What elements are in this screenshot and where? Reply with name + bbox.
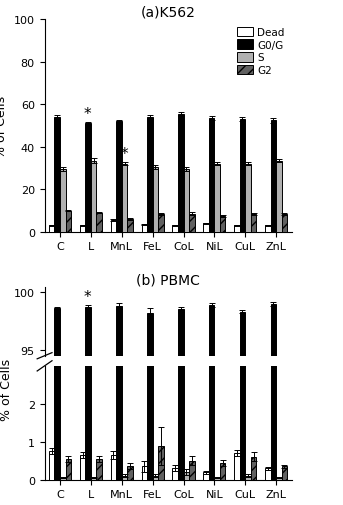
- Bar: [147, 313, 153, 505]
- Bar: [234, 453, 240, 480]
- Bar: [184, 472, 189, 480]
- Bar: [142, 225, 147, 232]
- Bar: [282, 214, 287, 232]
- Bar: [178, 115, 184, 232]
- Bar: [271, 305, 276, 505]
- Bar: [245, 476, 251, 480]
- Text: *: *: [83, 107, 91, 121]
- Bar: [271, 121, 276, 232]
- Bar: [127, 467, 133, 480]
- Bar: [214, 165, 220, 232]
- Bar: [55, 0, 60, 480]
- Bar: [153, 168, 158, 232]
- Bar: [80, 455, 85, 480]
- Bar: [189, 214, 194, 232]
- Bar: [158, 214, 164, 232]
- Bar: [147, 118, 153, 232]
- Bar: [209, 0, 214, 480]
- Bar: [271, 0, 276, 480]
- Bar: [116, 122, 122, 232]
- Bar: [127, 220, 133, 232]
- Bar: [234, 226, 240, 232]
- Bar: [111, 455, 116, 480]
- Bar: [282, 467, 287, 480]
- Bar: [147, 0, 153, 480]
- Bar: [276, 478, 282, 480]
- Bar: [80, 226, 85, 232]
- Bar: [240, 120, 245, 232]
- Bar: [85, 307, 91, 505]
- Bar: [96, 213, 102, 232]
- Bar: [220, 216, 225, 232]
- Bar: [178, 310, 184, 505]
- Bar: [142, 467, 147, 480]
- Bar: [173, 469, 178, 480]
- Bar: [111, 221, 116, 232]
- Bar: [240, 312, 245, 505]
- Bar: [251, 457, 256, 480]
- Bar: [153, 476, 158, 480]
- Bar: [49, 226, 55, 232]
- Bar: [203, 224, 209, 232]
- Bar: [245, 165, 251, 232]
- Bar: [203, 472, 209, 480]
- Bar: [66, 211, 71, 232]
- Bar: [209, 305, 214, 505]
- Text: *: *: [83, 289, 91, 304]
- Bar: [60, 478, 66, 480]
- Bar: [189, 461, 194, 480]
- Bar: [251, 214, 256, 232]
- Bar: [220, 463, 225, 480]
- Bar: [60, 170, 66, 232]
- Bar: [85, 0, 91, 480]
- Bar: [49, 451, 55, 480]
- Bar: [209, 119, 214, 232]
- Legend: Dead, G0/G, S, G2: Dead, G0/G, S, G2: [235, 25, 286, 78]
- Bar: [116, 0, 122, 480]
- Bar: [265, 226, 271, 232]
- Bar: [66, 459, 71, 480]
- Title: (a)K562: (a)K562: [141, 5, 196, 19]
- Bar: [116, 307, 122, 505]
- Bar: [55, 118, 60, 232]
- Bar: [122, 165, 127, 232]
- Bar: [91, 161, 96, 232]
- Bar: [173, 226, 178, 232]
- Bar: [122, 476, 127, 480]
- Bar: [96, 459, 102, 480]
- Bar: [184, 170, 189, 232]
- Bar: [214, 478, 220, 480]
- Text: *: *: [121, 146, 128, 162]
- Bar: [265, 469, 271, 480]
- Bar: [85, 124, 91, 232]
- Bar: [158, 445, 164, 480]
- Bar: [276, 161, 282, 232]
- Bar: [178, 0, 184, 480]
- Title: (b) PBMC: (b) PBMC: [136, 273, 200, 287]
- Y-axis label: % of Cells: % of Cells: [0, 95, 8, 157]
- Bar: [91, 478, 96, 480]
- Bar: [240, 0, 245, 480]
- Text: % of Cells: % of Cells: [0, 358, 13, 420]
- Bar: [55, 309, 60, 505]
